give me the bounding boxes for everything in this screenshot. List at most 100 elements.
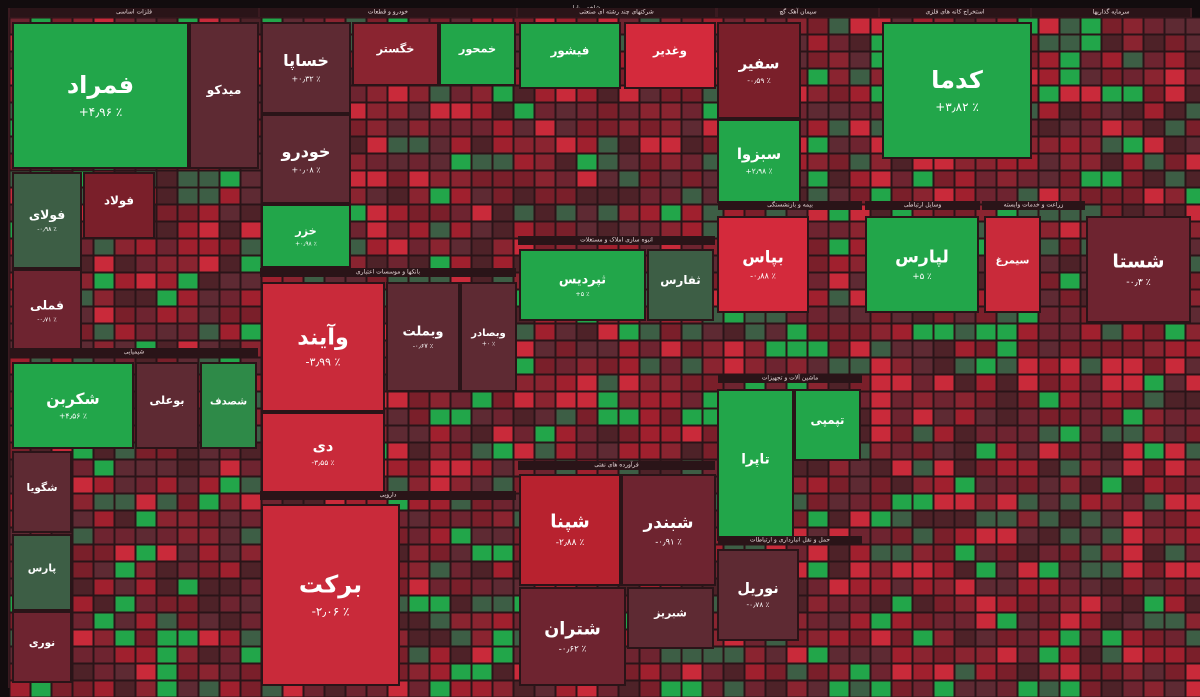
small-tile <box>849 357 871 375</box>
small-tile <box>492 646 514 664</box>
small-tile <box>114 306 136 324</box>
small-tile <box>366 85 388 103</box>
small-tile <box>471 527 493 545</box>
small-tile <box>534 374 556 392</box>
small-tile <box>198 476 220 494</box>
small-tile <box>156 629 178 647</box>
small-tile <box>408 153 430 171</box>
small-tile <box>429 459 451 477</box>
small-tile <box>534 442 556 460</box>
stock-symbol: وبصادر <box>470 328 505 339</box>
small-tile <box>450 136 472 154</box>
small-tile <box>912 646 934 664</box>
small-tile <box>387 85 409 103</box>
small-tile <box>597 391 619 409</box>
small-tile <box>1185 119 1200 137</box>
small-tile <box>1059 629 1081 647</box>
small-tile <box>639 646 661 664</box>
small-tile <box>933 578 955 596</box>
stock-tile <box>717 549 799 641</box>
small-tile <box>408 238 430 256</box>
small-tile <box>1080 527 1102 545</box>
small-tile <box>1122 34 1144 52</box>
small-tile <box>933 391 955 409</box>
stock-symbol: شستا <box>1112 252 1164 273</box>
small-tile <box>1185 425 1200 443</box>
small-tile <box>198 170 220 188</box>
small-tile <box>870 493 892 511</box>
sector: وسایل ارتباطی لپارس +۵ ٪ <box>865 201 980 313</box>
small-tile <box>240 476 262 494</box>
small-tile <box>639 425 661 443</box>
small-tile <box>492 612 514 630</box>
small-tile <box>597 153 619 171</box>
small-tile <box>597 408 619 426</box>
small-tile <box>1164 629 1186 647</box>
small-tile <box>807 51 829 69</box>
small-tile <box>198 272 220 290</box>
small-tile <box>93 680 115 697</box>
small-tile <box>534 408 556 426</box>
small-tile <box>429 561 451 579</box>
small-tile <box>198 493 220 511</box>
small-tile <box>1185 136 1200 154</box>
sector-name: شیمیایی <box>124 349 145 356</box>
stock-tile <box>519 249 646 321</box>
small-tile <box>177 612 199 630</box>
small-tile <box>1164 578 1186 596</box>
small-tile <box>1185 153 1200 171</box>
small-tile <box>702 340 724 358</box>
small-tile <box>765 340 787 358</box>
small-tile <box>891 544 913 562</box>
small-tile <box>555 102 577 120</box>
small-tile <box>534 170 556 188</box>
small-tile <box>1038 595 1060 613</box>
small-tile <box>156 561 178 579</box>
small-tile <box>597 374 619 392</box>
small-tile <box>807 459 829 477</box>
small-tile <box>450 391 472 409</box>
small-tile <box>1059 646 1081 664</box>
small-tile <box>828 612 850 630</box>
stock-tile <box>386 282 460 392</box>
stock-tile <box>261 204 351 268</box>
small-tile <box>429 680 451 697</box>
small-tile <box>450 459 472 477</box>
small-tile <box>429 170 451 188</box>
small-tile <box>408 102 430 120</box>
small-tile <box>513 442 535 460</box>
stock-tile <box>12 451 72 533</box>
small-tile <box>156 306 178 324</box>
small-tile <box>135 493 157 511</box>
stock-tile <box>627 587 714 649</box>
small-tile <box>366 119 388 137</box>
small-tile <box>1122 136 1144 154</box>
small-tile <box>198 289 220 307</box>
small-tile <box>681 102 703 120</box>
small-tile <box>807 561 829 579</box>
small-tile <box>1101 646 1123 664</box>
small-tile <box>135 595 157 613</box>
small-tile <box>219 459 241 477</box>
small-tile <box>639 340 661 358</box>
small-tile <box>198 204 220 222</box>
small-tile <box>1143 493 1165 511</box>
small-tile <box>93 527 115 545</box>
small-tile <box>240 170 262 188</box>
small-tile <box>429 646 451 664</box>
small-tile <box>555 340 577 358</box>
small-tile <box>702 357 724 375</box>
small-tile <box>219 595 241 613</box>
stock-change: -۰٫۷۸ ٪ <box>747 600 770 609</box>
small-tile <box>408 442 430 460</box>
small-tile <box>975 629 997 647</box>
small-tile <box>429 85 451 103</box>
sector: بانکها و موسسات اعتباری وآیند -۳٫۹۹ ٪ دی -۳٫… <box>260 268 517 494</box>
sector: خودرو و قطعات خساپا +۰٫۳۲ ٪ خودرو +۰٫۰۸ ٪ خزر… <box>260 8 516 268</box>
small-tile <box>891 357 913 375</box>
small-tile <box>408 170 430 188</box>
small-tile <box>1101 459 1123 477</box>
small-tile <box>1038 561 1060 579</box>
small-tile <box>828 323 850 341</box>
small-tile <box>1101 629 1123 647</box>
